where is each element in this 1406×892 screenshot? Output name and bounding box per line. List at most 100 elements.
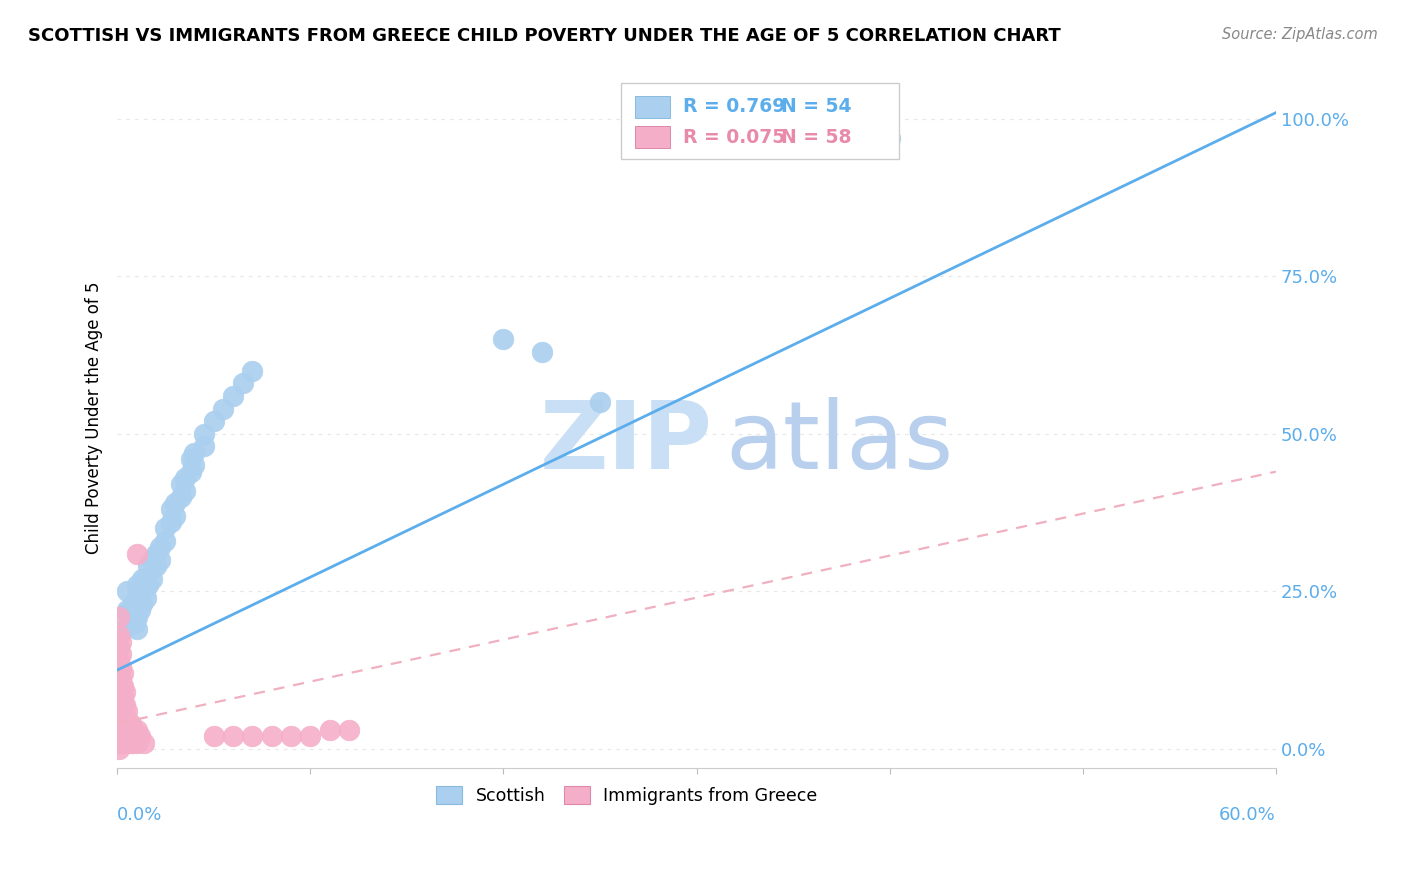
Point: [121, 609, 143, 624]
Point: [242, 364, 264, 378]
Point: [193, 426, 215, 441]
Text: N = 58: N = 58: [782, 128, 852, 146]
Point: [136, 559, 159, 574]
Point: [124, 615, 146, 630]
FancyBboxPatch shape: [636, 95, 669, 118]
Point: [125, 622, 148, 636]
Point: [170, 477, 193, 491]
Point: [111, 704, 134, 718]
Text: 60.0%: 60.0%: [1219, 806, 1277, 824]
Point: [108, 691, 131, 706]
Point: [173, 483, 195, 498]
Point: [121, 597, 143, 611]
Legend: Scottish, Immigrants from Greece: Scottish, Immigrants from Greece: [429, 779, 825, 812]
Point: [108, 609, 131, 624]
Point: [260, 729, 283, 743]
Point: [125, 591, 148, 605]
Point: [180, 452, 202, 467]
Point: [108, 640, 131, 655]
Point: [118, 723, 141, 737]
Text: N = 54: N = 54: [782, 97, 852, 117]
Point: [589, 395, 612, 409]
Point: [131, 572, 153, 586]
Point: [110, 735, 132, 749]
Point: [135, 572, 157, 586]
Point: [121, 735, 143, 749]
Point: [114, 698, 136, 712]
Point: [212, 401, 235, 416]
Point: [108, 729, 131, 743]
Point: [160, 502, 183, 516]
Point: [111, 679, 134, 693]
Point: [115, 619, 138, 633]
Point: [232, 376, 254, 391]
Point: [114, 685, 136, 699]
Point: [108, 628, 131, 642]
Point: [108, 654, 131, 668]
Point: [115, 584, 138, 599]
Text: atlas: atlas: [725, 397, 953, 489]
Point: [118, 735, 141, 749]
Point: [108, 698, 131, 712]
Point: [110, 660, 132, 674]
Point: [125, 609, 148, 624]
Point: [110, 723, 132, 737]
Point: [121, 723, 143, 737]
Point: [108, 710, 131, 724]
Point: [110, 698, 132, 712]
Point: [136, 578, 159, 592]
Text: R = 0.075: R = 0.075: [683, 128, 785, 146]
Point: [114, 710, 136, 724]
FancyBboxPatch shape: [621, 82, 900, 160]
Point: [131, 597, 153, 611]
Point: [134, 735, 156, 749]
Point: [115, 603, 138, 617]
Point: [125, 735, 148, 749]
Point: [879, 130, 901, 145]
Text: SCOTTISH VS IMMIGRANTS FROM GREECE CHILD POVERTY UNDER THE AGE OF 5 CORRELATION : SCOTTISH VS IMMIGRANTS FROM GREECE CHILD…: [28, 27, 1062, 45]
Point: [110, 710, 132, 724]
Point: [222, 389, 245, 403]
Point: [744, 130, 766, 145]
Point: [149, 540, 172, 554]
Point: [222, 729, 245, 743]
Text: ZIP: ZIP: [540, 397, 713, 489]
Point: [165, 496, 187, 510]
Point: [337, 723, 360, 737]
Point: [202, 414, 225, 428]
Point: [120, 729, 142, 743]
Point: [110, 648, 132, 662]
Y-axis label: Child Poverty Under the Age of 5: Child Poverty Under the Age of 5: [86, 282, 103, 554]
Point: [108, 704, 131, 718]
Point: [170, 490, 193, 504]
Point: [193, 440, 215, 454]
Point: [141, 553, 163, 567]
Point: [141, 572, 163, 586]
Point: [108, 723, 131, 737]
Point: [299, 729, 322, 743]
Point: [318, 723, 340, 737]
Point: [183, 458, 205, 473]
Point: [110, 685, 132, 699]
Point: [125, 547, 148, 561]
Point: [280, 729, 302, 743]
Point: [124, 603, 146, 617]
Point: [155, 533, 177, 548]
Point: [135, 591, 157, 605]
Text: Source: ZipAtlas.com: Source: ZipAtlas.com: [1222, 27, 1378, 42]
Point: [173, 471, 195, 485]
Point: [111, 729, 134, 743]
FancyBboxPatch shape: [636, 126, 669, 148]
Point: [124, 729, 146, 743]
Point: [108, 741, 131, 756]
Point: [242, 729, 264, 743]
Point: [160, 515, 183, 529]
Point: [129, 729, 152, 743]
Point: [111, 691, 134, 706]
Point: [129, 584, 152, 599]
Point: [145, 559, 167, 574]
Point: [111, 666, 134, 681]
Point: [120, 716, 142, 731]
Point: [111, 716, 134, 731]
Point: [180, 465, 202, 479]
